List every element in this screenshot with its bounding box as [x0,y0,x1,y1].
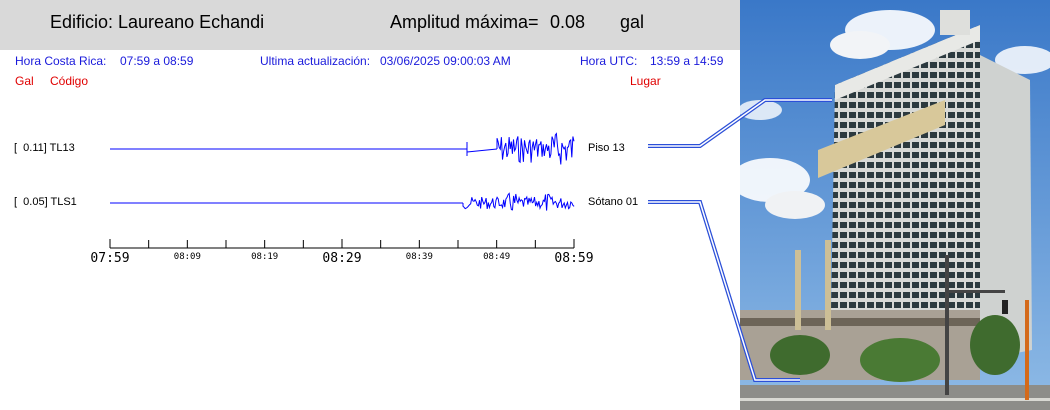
time-axis-major-label: 07:59 [90,251,129,266]
time-axis-minor-label: 08:09 [174,252,201,262]
time-axis-minor-label: 08:39 [406,252,433,262]
cr-time-value: 07:59 a 08:59 [120,54,194,68]
time-axis-major-label: 08:29 [322,251,361,266]
time-axis-minor-label: 08:49 [483,252,510,262]
cr-time-label: Hora Costa Rica: [15,54,107,68]
max-amplitude-label: Amplitud máxima= [390,12,539,32]
station-label-tls1: [ 0.05] TLS1 [14,196,77,208]
time-axis-major-label: 08:59 [554,251,593,266]
station-place-piso13: Piso 13 [588,142,625,154]
max-amplitude-value: 0.08 [550,12,586,32]
building-photo [740,0,1050,410]
utc-time-label: Hora UTC: [580,54,638,68]
last-update-value: 03/06/2025 09:00:03 AM [380,54,511,68]
max-amplitude-unit: gal [620,12,645,32]
time-axis-minor-label: 08:19 [251,252,278,262]
station-place-sotano01: Sótano 01 [588,196,639,208]
title-bar: Edificio: Laureano Echandi Amplitud máxi… [0,0,740,50]
trace-tl13-burst [496,132,575,165]
column-gal: Gal [15,74,34,88]
trace-tls1-burst [462,192,575,211]
last-update-label: Ultima actualización: [260,54,371,68]
column-place: Lugar [630,74,661,88]
building-title: Edificio: Laureano Echandi [50,12,265,32]
station-label-tl13: [ 0.11] TL13 [14,142,75,154]
trace-tl13-baseline [110,142,498,156]
column-code: Código [50,74,89,88]
utc-time-value: 13:59 a 14:59 [650,54,724,68]
